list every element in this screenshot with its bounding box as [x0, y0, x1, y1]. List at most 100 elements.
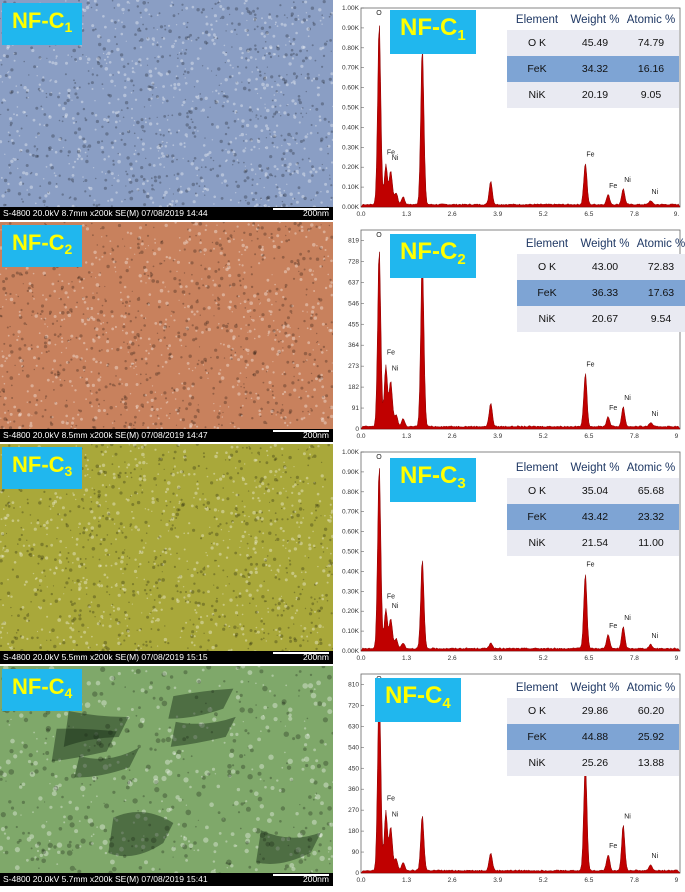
scale-bar: [273, 430, 329, 432]
x-tick-label: 0.0: [356, 877, 365, 884]
peak-label: Ni: [652, 853, 659, 860]
cell-weight: 20.19: [581, 89, 609, 101]
peak-label: O: [376, 454, 382, 461]
sem-info-text: S-4800 20.0kV 8.5mm x200k SE(M) 07/08/20…: [3, 430, 208, 440]
spectrum-area: [360, 468, 681, 652]
table-row: FeK 43.42 23.32: [507, 504, 679, 530]
table-row: FeK 36.33 17.63: [517, 280, 685, 306]
sem-scale-text: 200nm: [303, 430, 329, 440]
x-tick-label: 1.3: [402, 433, 411, 440]
x-tick-label: 0.0: [356, 211, 365, 218]
peak-label: Fe: [609, 405, 617, 412]
sample-label: NF-C1: [2, 3, 83, 45]
peak-label: Fe: [586, 561, 594, 568]
cell-element: NiK: [528, 757, 546, 769]
x-tick-label: 3.9: [493, 433, 502, 440]
scale-bar: [273, 652, 329, 654]
cell-weight: 25.26: [581, 757, 609, 769]
table-row: NiK 20.67 9.54: [517, 306, 685, 332]
cell-weight: 35.04: [581, 485, 609, 497]
peak-label: Fe: [609, 843, 617, 850]
y-tick-label: 273: [348, 363, 359, 370]
table-row: NiK 21.54 11.00: [507, 530, 679, 556]
table-header: Element Weight % Atomic %: [517, 234, 685, 254]
table-row: O K 45.49 74.79: [507, 30, 679, 56]
cell-element: NiK: [528, 537, 546, 549]
figure-panel: NF-C4 S-4800 20.0kV 5.7mm x200k SE(M) 07/…: [0, 666, 685, 886]
x-tick-label: 2.6: [448, 211, 457, 218]
y-tick-label: 90: [352, 849, 360, 856]
x-tick-label: 3.9: [493, 211, 502, 218]
y-tick-label: 455: [348, 321, 359, 328]
y-tick-label: 720: [348, 702, 359, 709]
cell-atomic: 13.88: [637, 757, 665, 769]
cell-element: NiK: [528, 89, 546, 101]
peak-label: Fe: [586, 151, 594, 158]
header-atomic: Atomic %: [626, 682, 676, 694]
y-tick-label: 0.40K: [342, 568, 360, 575]
header-weight: Weight %: [570, 462, 620, 474]
x-tick-label: 2.6: [448, 877, 457, 884]
cell-element: O K: [527, 705, 547, 717]
x-tick-label: 2.6: [448, 655, 457, 662]
header-weight: Weight %: [570, 14, 620, 26]
sem-info-bar: S-4800 20.0kV 5.5mm x200k SE(M) 07/08/20…: [0, 651, 333, 664]
peak-label: Fe: [586, 361, 594, 368]
y-tick-label: 0.90K: [342, 469, 360, 476]
sem-info-text: S-4800 20.0kV 5.5mm x200k SE(M) 07/08/20…: [3, 652, 208, 662]
y-tick-label: 270: [348, 807, 359, 814]
figure-panel: NF-C2 S-4800 20.0kV 8.5mm x200k SE(M) 07/…: [0, 222, 685, 442]
table-row: FeK 34.32 16.16: [507, 56, 679, 82]
peak-label: Ni: [392, 155, 399, 162]
scale-bar: [273, 208, 329, 210]
x-tick-label: 7.8: [630, 877, 639, 884]
sem-info-text: S-4800 20.0kV 8.7mm x200k SE(M) 07/08/20…: [3, 208, 208, 218]
y-tick-label: 0.00K: [342, 204, 360, 211]
x-tick-label: 7.8: [630, 211, 639, 218]
sem-info-text: S-4800 20.0kV 5.7mm x200k SE(M) 07/08/20…: [3, 874, 208, 884]
header-element: Element: [515, 682, 559, 694]
sample-label: NF-C3: [2, 447, 83, 489]
peak-label: Ni: [392, 365, 399, 372]
x-tick-label: 9: [675, 433, 679, 440]
y-tick-label: 540: [348, 744, 359, 751]
cell-atomic: 16.16: [637, 63, 665, 75]
x-tick-label: 2.6: [448, 433, 457, 440]
peak-label: Ni: [652, 633, 659, 640]
peak-label: Ni: [652, 411, 659, 418]
y-tick-label: 91: [352, 405, 360, 412]
sem-image: NF-C1 S-4800 20.0kV 8.7mm x200k SE(M) 07/…: [0, 0, 333, 220]
y-tick-label: 728: [348, 258, 359, 265]
eds-spectrum: 0.00K 0.10K 0.20K 0.30K 0.40K 0.50K 0.60K 0.70K…: [335, 0, 685, 220]
x-tick-label: 7.8: [630, 433, 639, 440]
cell-element: FeK: [537, 287, 557, 299]
table-row: O K 35.04 65.68: [507, 478, 679, 504]
sem-scale-text: 200nm: [303, 652, 329, 662]
y-tick-label: 1.00K: [342, 449, 360, 456]
composition-table: Element Weight % Atomic % O K 45.49 74.7…: [507, 10, 679, 108]
x-tick-label: 5.2: [539, 211, 548, 218]
y-tick-label: 0.80K: [342, 45, 360, 52]
cell-element: FeK: [527, 511, 547, 523]
peak-label: Ni: [392, 603, 399, 610]
eds-spectrum: 0 90 180 270 360 450 540 630 720 810 0.0 1.3 2.6 3.9 5…: [335, 666, 685, 886]
sem-image: NF-C2 S-4800 20.0kV 8.5mm x200k SE(M) 07/…: [0, 222, 333, 442]
header-atomic: Atomic %: [636, 238, 685, 250]
cell-atomic: 60.20: [637, 705, 665, 717]
cell-weight: 43.00: [591, 261, 619, 273]
x-tick-label: 5.2: [539, 655, 548, 662]
x-tick-label: 1.3: [402, 655, 411, 662]
y-tick-label: 360: [348, 786, 359, 793]
table-header: Element Weight % Atomic %: [507, 10, 679, 30]
cell-element: O K: [527, 485, 547, 497]
y-tick-label: 182: [348, 384, 359, 391]
y-tick-label: 364: [348, 342, 359, 349]
x-tick-label: 3.9: [493, 655, 502, 662]
table-row: FeK 44.88 25.92: [507, 724, 679, 750]
x-tick-label: 1.3: [402, 877, 411, 884]
x-tick-label: 0.0: [356, 433, 365, 440]
scale-bar: [273, 874, 329, 876]
peak-label: Fe: [387, 593, 395, 600]
table-header: Element Weight % Atomic %: [507, 458, 679, 478]
x-tick-label: 1.3: [402, 211, 411, 218]
